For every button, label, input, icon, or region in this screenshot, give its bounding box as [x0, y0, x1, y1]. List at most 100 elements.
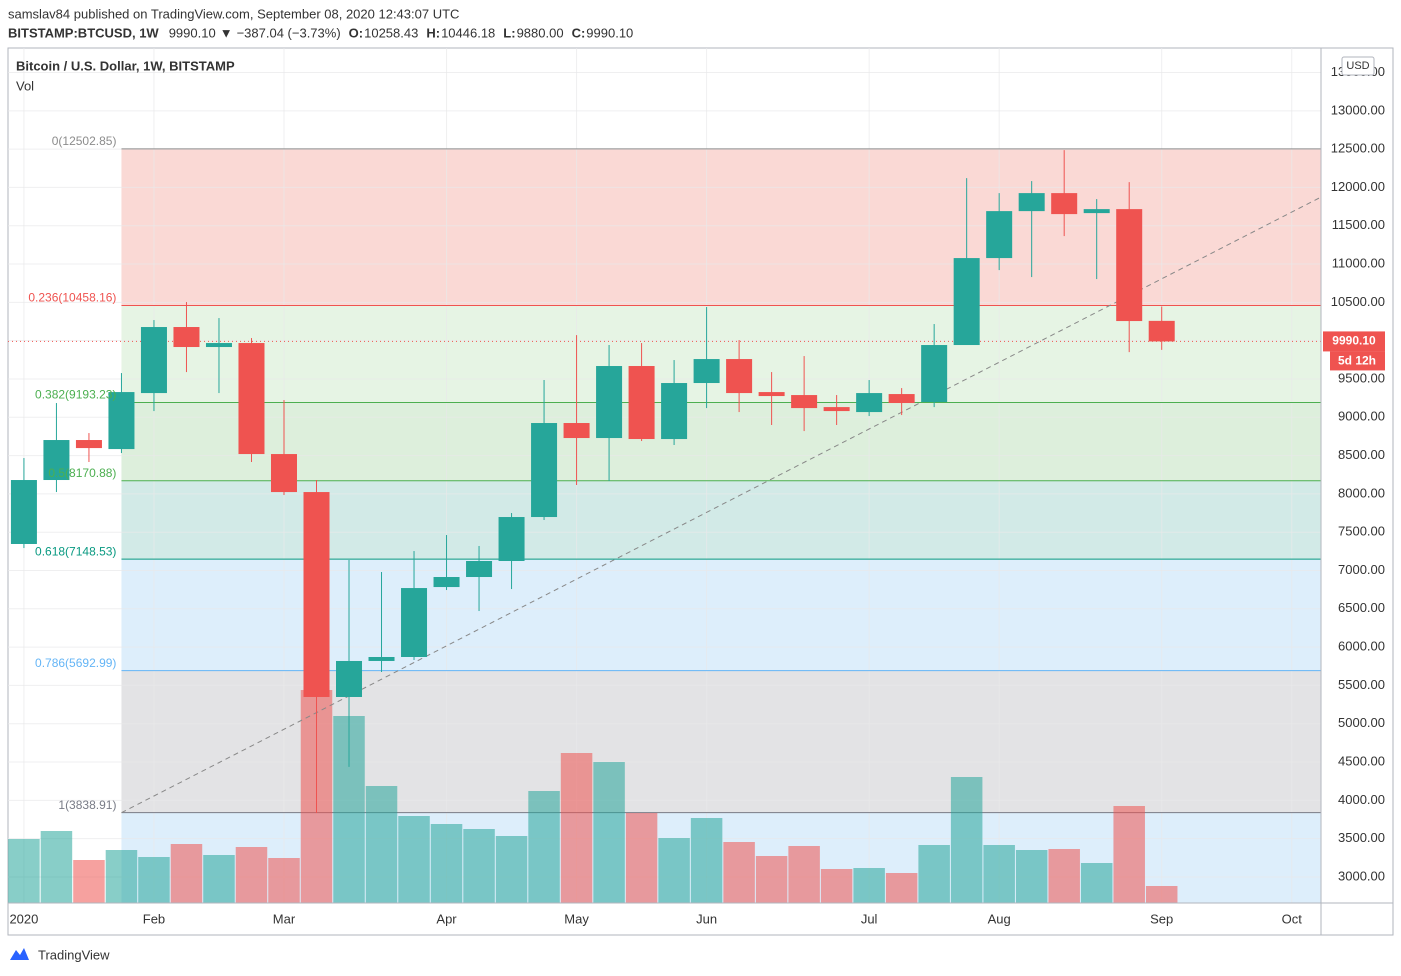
volume-label: Vol	[16, 78, 34, 93]
candle-body	[173, 327, 200, 348]
candle-body	[1148, 320, 1175, 342]
y-tick-label: 3500.00	[1338, 830, 1385, 845]
y-tick-label: 11000.00	[1332, 255, 1385, 270]
candle-body	[1051, 193, 1078, 215]
y-tick-label: 8500.00	[1338, 447, 1385, 462]
fib-zone	[121, 402, 1321, 481]
y-tick-label: 9000.00	[1338, 409, 1385, 424]
fib-zone	[121, 305, 1321, 403]
price: 9990.10	[169, 25, 216, 40]
y-tick-label: 4500.00	[1338, 753, 1385, 768]
frame	[7, 47, 1394, 936]
volume-bar	[1113, 806, 1145, 903]
x-tick-label: Oct	[1282, 911, 1303, 926]
y-tick-label: 9500.00	[1338, 370, 1385, 385]
brand-logo	[10, 948, 29, 960]
volume-bar	[73, 860, 105, 903]
countdown-tag	[1330, 351, 1385, 371]
candle-body	[401, 588, 428, 657]
x-tick-label: Mar	[273, 911, 296, 926]
volume-bar	[1145, 886, 1178, 903]
arrow: ▼	[220, 25, 233, 40]
candle-body	[921, 345, 948, 403]
fib-label: 1(3838.91)	[58, 798, 116, 812]
ohlc-key: C:	[572, 25, 586, 40]
volume-bar	[170, 844, 203, 903]
candle-body	[498, 517, 525, 561]
x-tick-label: Jun	[696, 911, 717, 926]
last-price-label: 9990.10	[1332, 334, 1376, 348]
ohlc-value: 10446.18	[441, 25, 495, 40]
candle-body	[953, 258, 980, 346]
volume-bar	[983, 845, 1015, 903]
volume-bar	[950, 777, 983, 903]
volume-bar	[690, 818, 723, 903]
y-tick-label: 12000.00	[1331, 179, 1385, 194]
ohlc-value: 10258.43	[364, 25, 418, 40]
currency-box[interactable]	[1341, 56, 1375, 76]
fib-label: 0(12502.85)	[52, 134, 117, 148]
candle-body	[531, 423, 558, 518]
volume-bar	[8, 839, 40, 903]
ohlc-key: L:	[503, 25, 515, 40]
ohlc-key: H:	[426, 25, 440, 40]
currency: USD	[1346, 60, 1369, 72]
candle-body	[986, 211, 1013, 259]
x-tick-label: Aug	[988, 911, 1011, 926]
change: −387.04 (−3.73%)	[237, 25, 341, 40]
candle-body	[823, 407, 850, 412]
last-price-tag	[1323, 331, 1385, 352]
brand: TradingView	[10, 947, 110, 962]
volume-bar	[105, 850, 138, 903]
candle-body	[758, 392, 785, 397]
candle-body	[108, 392, 135, 450]
plot	[8, 48, 1321, 903]
y-tick-label: 7000.00	[1338, 562, 1385, 577]
candle-body	[75, 440, 102, 449]
volume-bar	[755, 856, 788, 903]
countdown: 5d 12h	[1338, 354, 1376, 368]
candle-body	[336, 660, 363, 697]
candle-body	[856, 393, 883, 413]
fib-zone	[121, 559, 1321, 671]
volume-bar	[885, 873, 918, 903]
y-tick-label: 7500.00	[1338, 524, 1385, 539]
candle-body	[1116, 209, 1143, 322]
symbol: BITSTAMP:BTCUSD, 1W	[8, 25, 159, 40]
y-tick-label: 8000.00	[1338, 485, 1385, 500]
candle-body	[628, 366, 655, 440]
legend-title: Bitcoin / U.S. Dollar, 1W, BITSTAMP	[16, 58, 235, 73]
candle-body	[693, 359, 720, 384]
y-tick-label: 13000.00	[1331, 102, 1385, 117]
candle-body	[791, 395, 818, 409]
y-tick-label: 5000.00	[1338, 715, 1385, 730]
y-tick-label: 3000.00	[1338, 868, 1385, 883]
volume-bar	[788, 846, 820, 903]
volume-bar	[853, 868, 885, 903]
candle-body	[661, 383, 688, 440]
candle-body	[466, 561, 493, 578]
volume-bar	[138, 857, 170, 903]
volume-bar	[1015, 850, 1048, 903]
volume-bar	[658, 838, 690, 903]
y-tick-label: 5500.00	[1338, 677, 1385, 692]
ohlc-value: 9990.10	[586, 25, 633, 40]
candle-body	[43, 440, 70, 481]
fib-label: 0.786(5692.99)	[35, 656, 116, 670]
candle-body	[1018, 193, 1045, 212]
fib-label: 0.236(10458.16)	[28, 291, 116, 305]
publisher: samslav84 published on TradingView.com, …	[8, 6, 459, 21]
candle-body	[433, 577, 460, 588]
candle-body	[238, 343, 265, 455]
volume-bar	[463, 829, 495, 903]
ohlc-key: O:	[349, 25, 363, 40]
candle-body	[303, 492, 330, 697]
candle-body	[368, 656, 395, 661]
y-tick-label: 4000.00	[1338, 792, 1385, 807]
candle-body	[726, 359, 753, 394]
volume-bar	[365, 786, 398, 903]
volume-bar	[593, 762, 625, 903]
ohlc-value: 9880.00	[517, 25, 564, 40]
volume-bar	[723, 842, 755, 903]
